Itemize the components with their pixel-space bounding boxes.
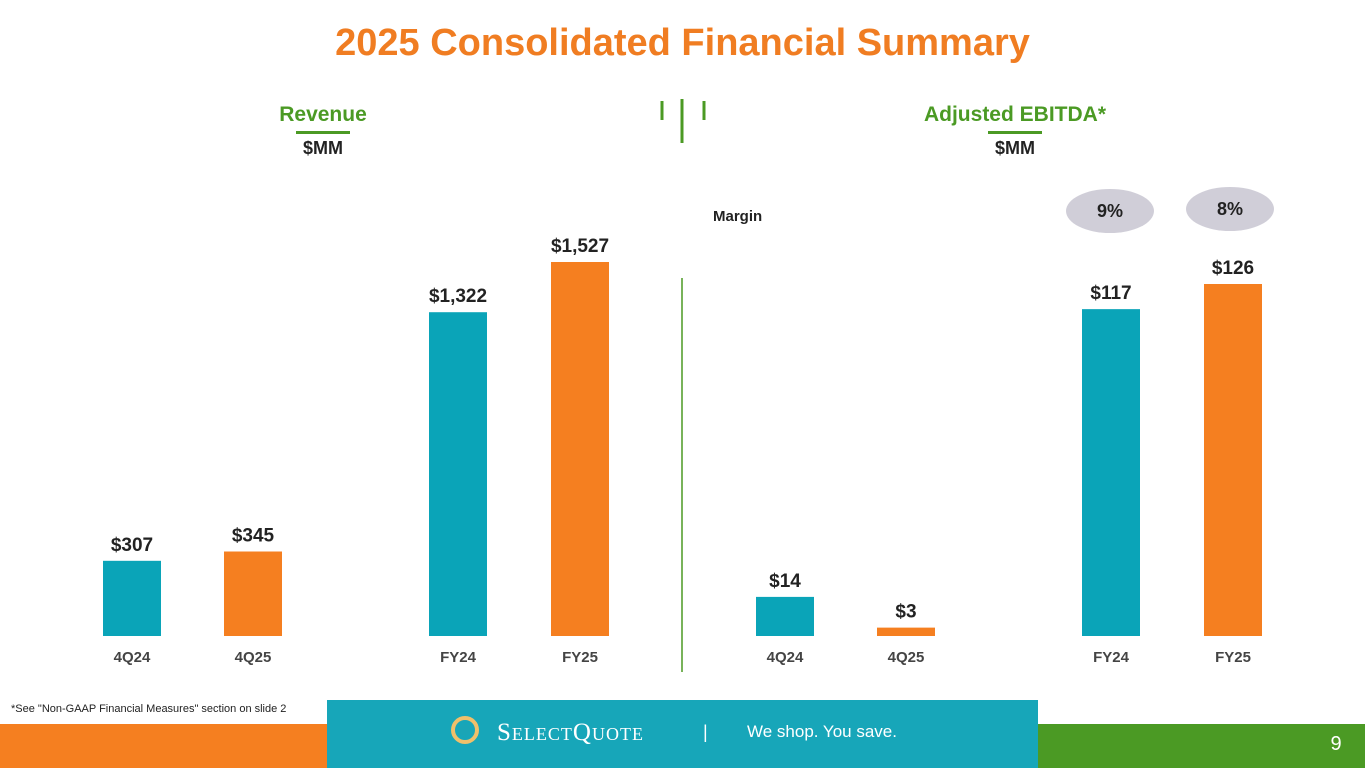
- revenue-tick-label-fy24: FY24: [440, 649, 477, 666]
- revenue-title-rule: [296, 131, 350, 134]
- ebitda-bar-4q24: [756, 596, 814, 636]
- revenue-title: Revenue: [279, 103, 367, 126]
- margin-badge-fy25: 8%: [1186, 187, 1274, 231]
- footnote: *See "Non-GAAP Financial Measures" secti…: [11, 703, 287, 715]
- ebitda-tick-label-4q25: 4Q25: [888, 649, 925, 666]
- revenue-bar-4q25: [224, 551, 282, 636]
- page-number: 9: [1330, 733, 1342, 755]
- revenue-tick-label-4q24: 4Q24: [114, 649, 151, 666]
- ebitda-tick-label-4q24: 4Q24: [767, 649, 804, 666]
- footer-green-band: [1038, 724, 1365, 768]
- revenue-header: Revenue $MM: [253, 103, 393, 159]
- ebitda-data-label-fy24: $117: [1090, 283, 1131, 304]
- page-title: 2025 Consolidated Financial Summary: [335, 22, 1030, 64]
- footer-teal-band: [327, 700, 1038, 768]
- revenue-unit: $MM: [303, 138, 343, 158]
- revenue-data-label-fy25: $1,527: [551, 236, 609, 257]
- revenue-bar-fy24: [429, 312, 487, 636]
- revenue-bar-fy25: [551, 262, 609, 636]
- footer-orange-band: [0, 724, 327, 768]
- ebitda-data-label-4q24: $14: [769, 571, 801, 592]
- revenue-tick-label-fy25: FY25: [562, 649, 598, 666]
- revenue-data-label-4q24: $307: [111, 535, 153, 556]
- footer-separator: |: [703, 722, 708, 742]
- ebitda-bar-fy24: [1082, 309, 1140, 636]
- revenue-tick-label-4q25: 4Q25: [235, 649, 272, 666]
- selectquote-logo-icon: [451, 716, 479, 744]
- margin-badge-fy24: 9%: [1066, 189, 1154, 233]
- financial-bar-charts: $307 4Q24 $345 4Q25 $1,322 FY24 $1,527 FY25 $14 4…: [103, 236, 1262, 672]
- revenue-bar-4q24: [103, 560, 161, 636]
- ebitda-title-rule: [988, 131, 1042, 134]
- margin-label: Margin: [713, 208, 763, 225]
- ebitda-tick-label-fy24: FY24: [1093, 649, 1130, 666]
- footer-tagline: We shop. You save.: [747, 722, 897, 741]
- revenue-data-label-4q25: $345: [232, 526, 275, 547]
- ebitda-tick-label-fy25: FY25: [1215, 649, 1251, 666]
- ebitda-bar-fy25: [1204, 284, 1262, 636]
- ebitda-header: Adjusted EBITDA* $MM: [895, 103, 1135, 159]
- ebitda-data-label-fy25: $126: [1212, 258, 1254, 279]
- ebitda-bar-4q25: [877, 627, 935, 636]
- decorative-lines-icon: [660, 99, 706, 143]
- ebitda-data-label-4q25: $3: [895, 602, 916, 623]
- revenue-data-label-fy24: $1,322: [429, 286, 487, 307]
- footer-logo-text: SelectQuote: [497, 719, 644, 746]
- ebitda-title: Adjusted EBITDA*: [923, 103, 1106, 126]
- ebitda-unit: $MM: [995, 138, 1035, 158]
